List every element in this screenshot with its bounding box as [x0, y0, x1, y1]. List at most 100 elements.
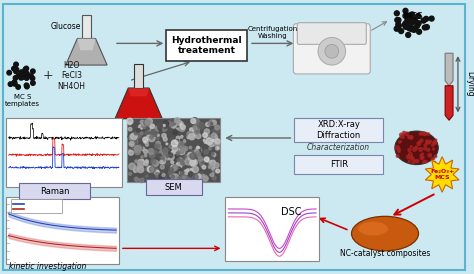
- Circle shape: [433, 141, 436, 144]
- Circle shape: [133, 139, 137, 144]
- Circle shape: [406, 33, 410, 37]
- Circle shape: [144, 125, 147, 129]
- Circle shape: [146, 130, 151, 136]
- Circle shape: [420, 157, 423, 159]
- Circle shape: [212, 153, 216, 157]
- Circle shape: [31, 81, 35, 85]
- Circle shape: [194, 150, 198, 154]
- Circle shape: [396, 18, 401, 22]
- Circle shape: [215, 135, 218, 138]
- Circle shape: [427, 133, 429, 135]
- Circle shape: [181, 122, 183, 125]
- Circle shape: [205, 135, 210, 140]
- Circle shape: [412, 147, 417, 151]
- Circle shape: [170, 173, 175, 179]
- Circle shape: [411, 18, 417, 22]
- Circle shape: [210, 160, 216, 166]
- Text: SEM: SEM: [164, 183, 182, 192]
- Circle shape: [403, 24, 408, 29]
- Circle shape: [325, 44, 339, 58]
- Circle shape: [164, 151, 167, 154]
- Circle shape: [198, 157, 203, 161]
- Circle shape: [140, 132, 143, 135]
- Circle shape: [397, 148, 401, 151]
- Circle shape: [407, 26, 411, 31]
- Circle shape: [183, 146, 188, 151]
- Circle shape: [179, 125, 185, 132]
- Circle shape: [189, 158, 190, 159]
- Circle shape: [14, 69, 18, 74]
- Circle shape: [195, 150, 199, 154]
- Circle shape: [176, 136, 180, 140]
- Circle shape: [177, 120, 182, 125]
- Circle shape: [155, 173, 160, 177]
- Circle shape: [181, 125, 185, 129]
- Circle shape: [136, 159, 140, 163]
- Circle shape: [18, 73, 22, 78]
- Circle shape: [215, 139, 219, 143]
- Circle shape: [189, 171, 193, 176]
- Circle shape: [169, 122, 172, 125]
- Circle shape: [190, 128, 193, 132]
- Circle shape: [144, 154, 147, 157]
- Circle shape: [425, 133, 427, 135]
- Circle shape: [187, 131, 193, 138]
- Circle shape: [160, 173, 164, 176]
- Circle shape: [433, 148, 435, 150]
- Circle shape: [424, 147, 426, 150]
- Circle shape: [411, 15, 416, 19]
- Circle shape: [136, 133, 141, 138]
- Circle shape: [408, 135, 411, 139]
- Circle shape: [171, 165, 176, 171]
- Circle shape: [213, 171, 215, 172]
- FancyBboxPatch shape: [6, 197, 119, 264]
- Circle shape: [416, 21, 421, 26]
- Circle shape: [146, 135, 151, 140]
- Circle shape: [417, 29, 421, 34]
- Circle shape: [419, 148, 422, 152]
- FancyBboxPatch shape: [19, 183, 91, 199]
- Circle shape: [196, 174, 201, 179]
- Circle shape: [25, 84, 29, 89]
- Circle shape: [417, 142, 420, 145]
- Circle shape: [162, 177, 167, 182]
- Circle shape: [187, 136, 190, 138]
- Circle shape: [402, 22, 407, 27]
- Circle shape: [128, 127, 132, 131]
- Circle shape: [142, 122, 148, 128]
- Circle shape: [179, 146, 183, 150]
- Circle shape: [162, 173, 165, 176]
- Circle shape: [201, 160, 205, 164]
- Polygon shape: [66, 38, 107, 65]
- Circle shape: [137, 129, 140, 132]
- Circle shape: [175, 150, 178, 154]
- Circle shape: [181, 136, 183, 138]
- Circle shape: [170, 119, 176, 125]
- Circle shape: [131, 139, 137, 144]
- Circle shape: [190, 169, 193, 172]
- Circle shape: [7, 70, 11, 75]
- Circle shape: [156, 160, 157, 162]
- Circle shape: [211, 133, 217, 138]
- Circle shape: [137, 168, 140, 170]
- Circle shape: [163, 124, 165, 127]
- Circle shape: [193, 118, 199, 124]
- Circle shape: [144, 141, 146, 143]
- Circle shape: [192, 171, 195, 173]
- Circle shape: [419, 141, 420, 143]
- Circle shape: [433, 161, 436, 164]
- Ellipse shape: [395, 131, 438, 165]
- Circle shape: [169, 168, 173, 172]
- Circle shape: [129, 134, 136, 141]
- Circle shape: [148, 135, 155, 142]
- Circle shape: [191, 164, 193, 166]
- Circle shape: [194, 120, 200, 126]
- Circle shape: [410, 136, 413, 139]
- Circle shape: [198, 128, 202, 132]
- Circle shape: [19, 75, 23, 79]
- Circle shape: [412, 18, 418, 23]
- Circle shape: [138, 125, 143, 129]
- Circle shape: [16, 85, 20, 89]
- Circle shape: [406, 15, 411, 19]
- Circle shape: [172, 165, 178, 171]
